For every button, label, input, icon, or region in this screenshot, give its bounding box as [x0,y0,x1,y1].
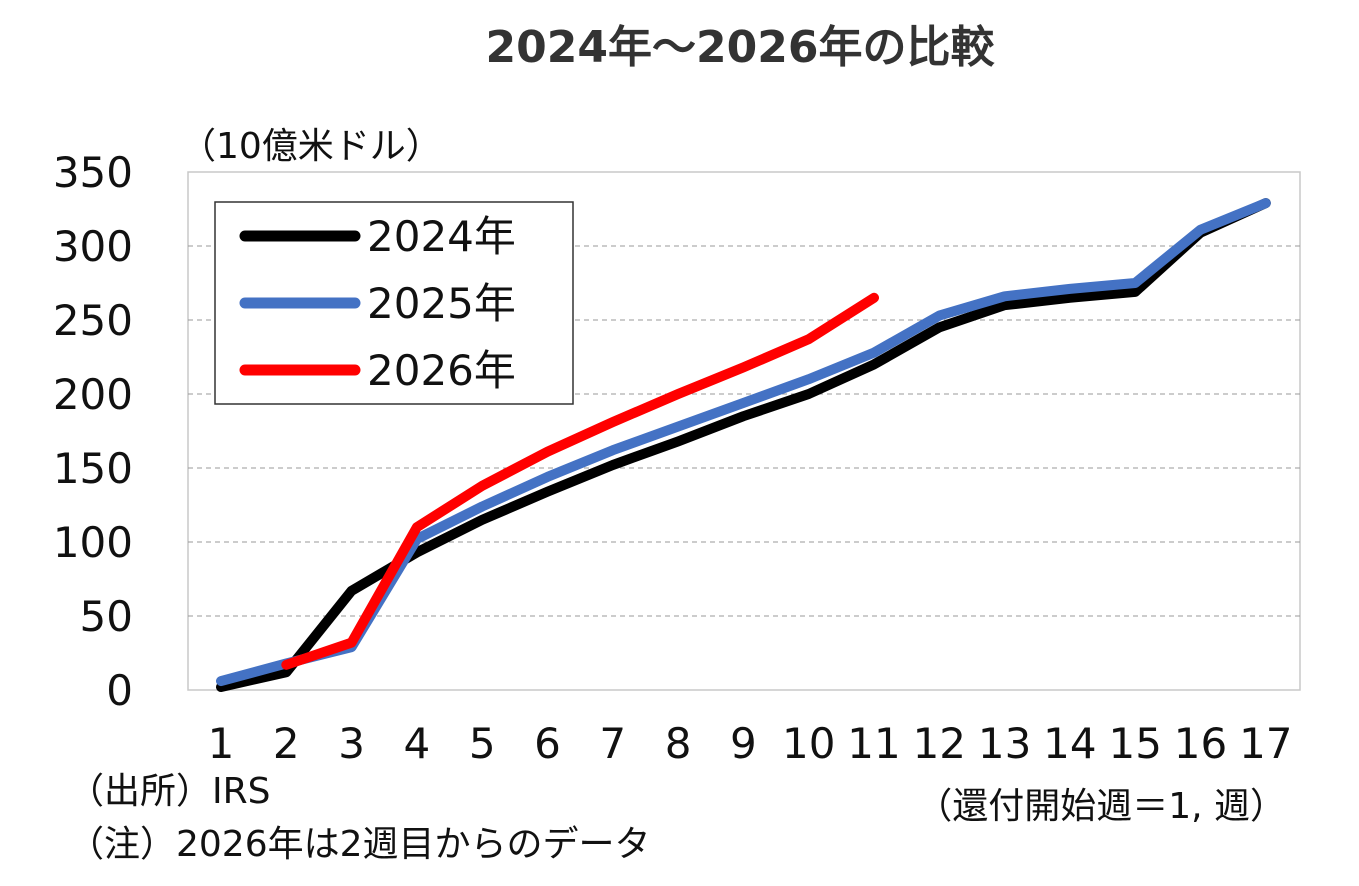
x-tick-label: 7 [599,719,626,768]
x-tick-label: 6 [534,719,561,768]
x-tick-label: 10 [782,719,835,768]
x-tick-label: 15 [1108,719,1161,768]
legend: 2024年 2025年 2026年 [214,201,574,405]
x-tick-label: 5 [469,719,496,768]
legend-label: 2026年 [367,346,516,395]
x-tick-label: 13 [978,719,1031,768]
legend-items: 2024年 2025年 2026年 [239,212,516,395]
series-lines [216,198,1271,692]
y-tick-label: 0 [106,666,133,715]
y-tick-label: 200 [53,370,133,419]
chart-title: 2024年～2026年の比較 [486,22,996,73]
series-line-3 [281,292,879,670]
x-tick-label: 9 [730,719,757,768]
x-tick-label: 4 [404,719,431,768]
legend-label: 2024年 [367,212,516,261]
x-tick-label: 11 [847,719,900,768]
y-tick-label: 100 [53,518,133,567]
y-tick-label: 350 [53,148,133,197]
y-axis-unit-label: （10億米ドル） [180,126,442,167]
legend-label: 2025年 [367,279,516,328]
x-tick-label: 8 [665,719,692,768]
y-tick-label: 300 [53,222,133,271]
data-note: （注）2026年は2週目からのデータ [68,824,651,865]
y-tick-label: 150 [53,444,133,493]
y-tick-label: 250 [53,296,133,345]
x-axis-ticks: 1 2 3 4 5 6 7 8 9 10 11 12 13 14 15 16 17 [208,719,1293,768]
y-tick-label: 50 [80,592,133,641]
x-tick-label: 12 [913,719,966,768]
source-note: （出所）IRS [68,771,270,812]
y-axis-ticks: 0 50 100 150 200 250 300 350 [53,148,133,715]
x-tick-label: 2 [273,719,300,768]
x-tick-label: 14 [1043,719,1096,768]
x-axis-label: （還付開始週＝1, 週） [916,786,1286,827]
x-tick-label: 3 [338,719,365,768]
x-tick-label: 16 [1174,719,1227,768]
x-tick-label: 1 [208,719,235,768]
x-tick-label: 17 [1239,719,1292,768]
